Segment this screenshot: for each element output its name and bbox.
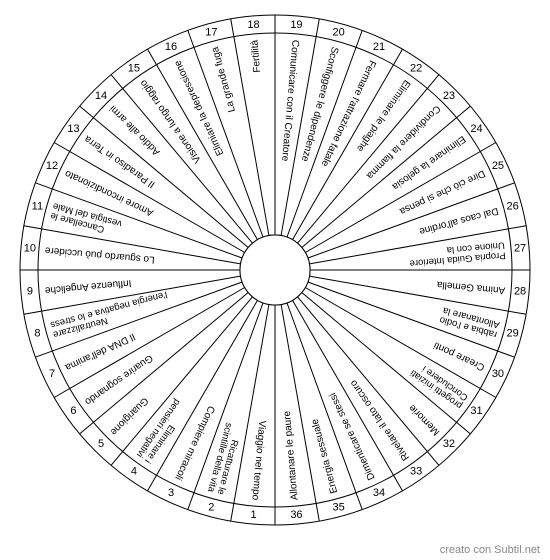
segment-number: 16 — [165, 41, 177, 53]
segment-number: 32 — [443, 438, 455, 450]
segment-label: Energia sessuale — [309, 417, 340, 494]
credit-text: creato con Subtil.net — [440, 544, 540, 556]
segment-number: 10 — [24, 243, 36, 255]
segment-number: 30 — [492, 368, 504, 380]
segment-number: 6 — [70, 405, 76, 417]
segment-label: Viaggio nel tempo — [249, 420, 267, 501]
segment-number: 24 — [470, 123, 482, 135]
segment-label: Allontanare le paure — [282, 410, 301, 501]
segment-label: Fertilità — [249, 39, 263, 73]
segment-number: 33 — [410, 466, 422, 478]
segment-label: Memorie — [407, 402, 443, 438]
segment-label: Condividere la fiamma — [364, 103, 443, 182]
segment-label: Il DNA dell'anima — [63, 331, 137, 373]
segment-number: 13 — [67, 123, 79, 135]
segment-number: 25 — [492, 160, 504, 172]
segment-label: Influenze Angeliche — [44, 277, 132, 296]
segment-number: 26 — [506, 200, 518, 212]
segment-number: 34 — [373, 487, 385, 499]
segment-number: 5 — [98, 438, 104, 450]
segment-number: 35 — [333, 502, 345, 514]
segment-label: Addio alle armi — [108, 103, 163, 158]
segment-number: 8 — [34, 328, 40, 340]
segment-number: 12 — [46, 160, 58, 172]
segment-number: 7 — [49, 368, 55, 380]
segment-number: 19 — [290, 19, 302, 31]
segment-number: 23 — [443, 90, 455, 102]
segment-label: Lo sguardo può uccidere — [44, 244, 155, 265]
segment-number: 17 — [205, 26, 217, 38]
segment-number: 1 — [250, 509, 256, 521]
segment-label: l'energia negativa e lo stress — [49, 288, 168, 330]
segment-number: 2 — [208, 502, 214, 514]
segment-number: 27 — [514, 243, 526, 255]
segment-number: 28 — [514, 285, 526, 297]
wheel-svg: 1234567891011121314151617181920212223242… — [0, 0, 550, 540]
segment-number: 31 — [470, 405, 482, 417]
radial-wheel-chart: 1234567891011121314151617181920212223242… — [0, 0, 550, 540]
segment-number: 20 — [333, 26, 345, 38]
segment-number: 3 — [168, 487, 174, 499]
segment-number: 14 — [95, 90, 107, 102]
segment-label: Compiere miracoli — [172, 404, 216, 482]
segment-number: 4 — [131, 466, 137, 478]
segment-number: 22 — [410, 62, 422, 74]
segment-number: 21 — [373, 41, 385, 53]
segment-label: Guarigione — [107, 395, 150, 438]
segment-label: Dal caos all'ordine — [418, 205, 500, 237]
segment-number: 36 — [290, 509, 302, 521]
segment-number: 18 — [247, 19, 259, 31]
segment-number: 29 — [506, 328, 518, 340]
segment-label: Anima Gemella — [436, 279, 506, 296]
segment-number: 9 — [27, 285, 33, 297]
segment-number: 15 — [128, 62, 140, 74]
segment-number: 11 — [32, 200, 43, 212]
